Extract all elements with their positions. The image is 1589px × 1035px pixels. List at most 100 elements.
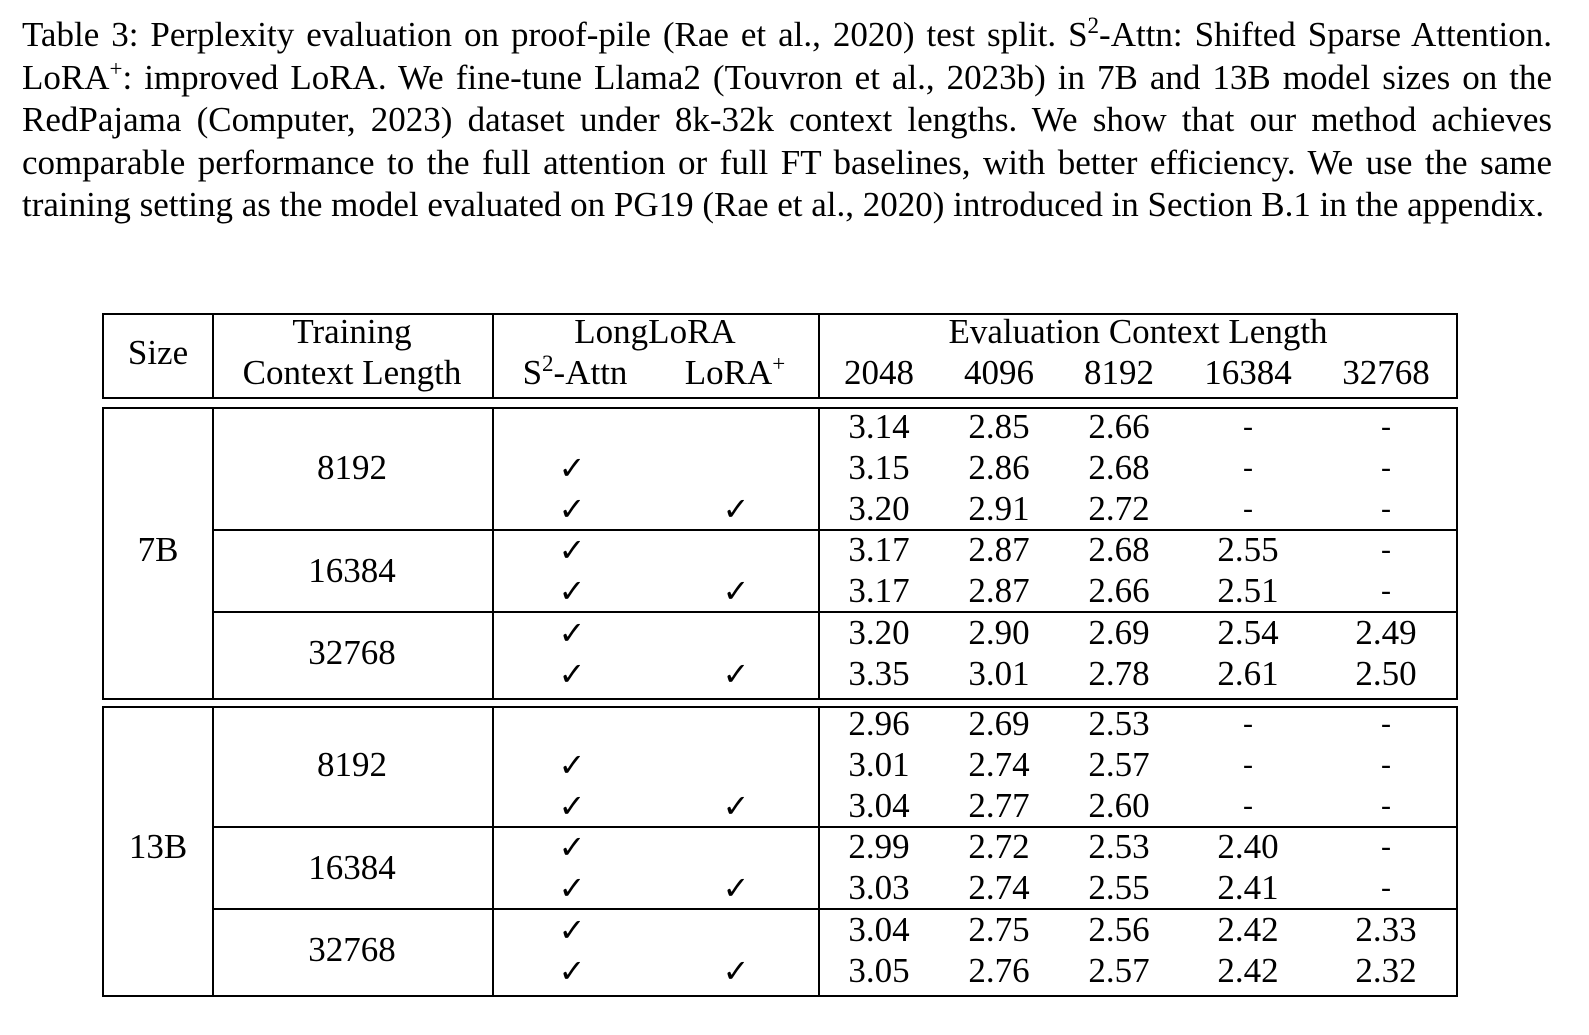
perplexity-value: 2.74 [968,868,1030,908]
perplexity-value: 3.01 [848,745,910,785]
perplexity-value: - [1381,410,1391,443]
perplexity-value: - [1381,748,1391,782]
group-top-rule [102,407,1458,409]
perplexity-value: 2.60 [1088,786,1150,826]
lora-plus-check-icon: ✓ [722,787,750,826]
perplexity-value: 2.66 [1088,571,1150,611]
training-context-length: 16384 [308,847,396,887]
perplexity-value: 2.40 [1217,827,1279,867]
perplexity-value: 2.68 [1088,530,1150,570]
group-bottom-rule [102,994,1458,997]
perplexity-value: 2.51 [1217,571,1279,611]
perplexity-value: 3.20 [848,489,910,529]
header-eval-col-8192: 8192 [1084,353,1154,392]
perplexity-value: 2.53 [1088,704,1150,743]
lora-plus-check-icon: ✓ [722,572,750,611]
header-vrule [212,313,214,399]
perplexity-value: 2.55 [1088,868,1150,908]
group-vrule [102,706,104,997]
perplexity-value: 3.35 [848,653,910,693]
perplexity-value: - [1243,707,1253,740]
perplexity-value: 2.78 [1088,653,1150,693]
header-vrule [818,313,820,399]
block-separator-rule [212,825,1458,828]
header-vrule [102,313,104,399]
training-context-length: 16384 [308,550,396,590]
perplexity-value: 2.69 [968,704,1030,743]
block-separator-rule [212,528,1458,531]
perplexity-value: 3.17 [848,571,910,611]
s2attn-check-icon: ✓ [558,869,586,908]
perplexity-value: - [1243,789,1253,823]
perplexity-value: 2.33 [1355,909,1417,949]
lora-plus-check-icon: ✓ [722,951,750,990]
perplexity-value: - [1243,451,1253,485]
s2attn-check-icon: ✓ [558,613,586,652]
s2attn-check-icon: ✓ [558,572,586,611]
perplexity-value: 3.20 [848,612,910,652]
group-vrule [1456,706,1458,997]
perplexity-value: 2.99 [848,827,910,867]
training-context-length: 8192 [317,745,387,785]
perplexity-value: 2.55 [1217,530,1279,570]
group-top-rule [102,706,1458,708]
model-size: 7B [137,530,179,570]
perplexity-value: - [1381,789,1391,823]
perplexity-value: 2.87 [968,571,1030,611]
group-vrule [818,407,820,700]
group-vrule [212,706,214,997]
s2attn-check-icon: ✓ [558,490,586,529]
perplexity-value: - [1381,871,1391,905]
perplexity-value: 2.68 [1088,448,1150,488]
s2attn-check-icon: ✓ [558,951,586,990]
perplexity-value: - [1243,748,1253,782]
group-vrule [492,706,494,997]
header-training-line2: Context Length [242,353,462,392]
perplexity-value: 2.75 [968,909,1030,949]
s2attn-check-icon: ✓ [558,531,586,570]
perplexity-value: - [1243,410,1253,443]
training-context-length: 32768 [308,930,396,970]
model-size: 13B [128,827,188,867]
header-lora-plus: LoRA+ [684,351,786,392]
s2attn-check-icon: ✓ [558,449,586,488]
group-vrule [1456,407,1458,700]
group-vrule [212,407,214,700]
caption-after-s2: -Attn: Shifted Sparse Attention. LoRA [22,15,1552,97]
header-eval-col-4096: 4096 [964,353,1034,392]
group-vrule [492,407,494,700]
header-eval-col-32768: 32768 [1342,353,1430,392]
header-training-line1: Training [292,312,412,351]
perplexity-value: 2.41 [1217,868,1279,908]
s2attn-check-icon: ✓ [558,654,586,693]
perplexity-value: - [1243,492,1253,526]
header-s2attn: S2-Attn [522,351,628,392]
group-bottom-rule [102,697,1458,700]
perplexity-value: 2.87 [968,530,1030,570]
perplexity-value: - [1381,492,1391,526]
caption-lead: Table 3: Perplexity evaluation on proof-… [22,15,1088,54]
block-separator-rule [212,907,1458,910]
perplexity-value: 3.14 [848,407,910,446]
perplexity-value: 2.61 [1217,653,1279,693]
header-vrule [1456,313,1458,399]
perplexity-value: 3.03 [848,868,910,908]
perplexity-value: 2.50 [1355,653,1417,693]
s2attn-check-icon: ✓ [558,746,586,785]
perplexity-value: 3.15 [848,448,910,488]
lora-plus-check-icon: ✓ [722,869,750,908]
table-caption: Table 3: Perplexity evaluation on proof-… [22,14,1552,227]
perplexity-value: 3.17 [848,530,910,570]
training-context-length: 8192 [317,448,387,488]
perplexity-value: 2.32 [1355,950,1417,990]
group-vrule [818,706,820,997]
perplexity-value: - [1381,451,1391,485]
caption-lora-superscript: + [109,55,123,81]
perplexity-value: 2.96 [848,704,910,743]
perplexity-value: - [1381,574,1391,608]
caption-s2-superscript: 2 [1087,13,1100,38]
perplexity-value: 2.76 [968,950,1030,990]
training-context-length: 32768 [308,633,396,673]
perplexity-value: 2.74 [968,745,1030,785]
